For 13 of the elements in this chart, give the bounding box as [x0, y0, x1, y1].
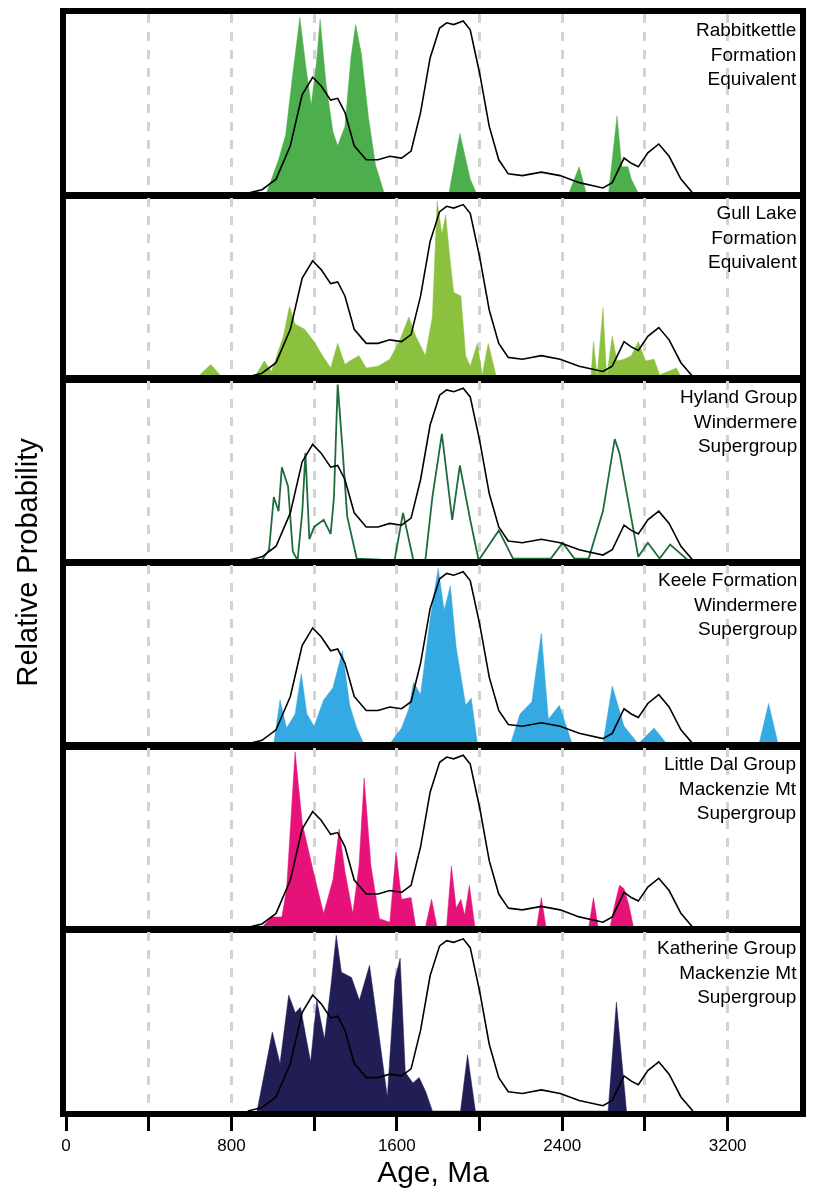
y-axis-title: Relative Probability [10, 437, 43, 687]
text: Rabbitkettle Formation Equivalent [696, 19, 798, 90]
x-tick-label: 2400 [543, 1136, 582, 1156]
x-tick-label: 800 [217, 1136, 246, 1156]
text: Hyland Group Windermere Supergroup [680, 386, 798, 457]
text: Gull Lake Formation Equivalent [708, 202, 798, 273]
x-tick-label: 1600 [377, 1136, 416, 1156]
text: Katherine Group Mackenzie Mt Supergroup [657, 937, 798, 1008]
x-axis-title: Age, Ma [377, 1155, 490, 1189]
x-tick-label: 3200 [708, 1136, 747, 1156]
text: Keele Formation Windermere Supergroup [658, 569, 798, 640]
text: Little Dal Group Mackenzie Mt Supergroup [664, 753, 797, 824]
x-tick-label: 0 [61, 1136, 71, 1156]
